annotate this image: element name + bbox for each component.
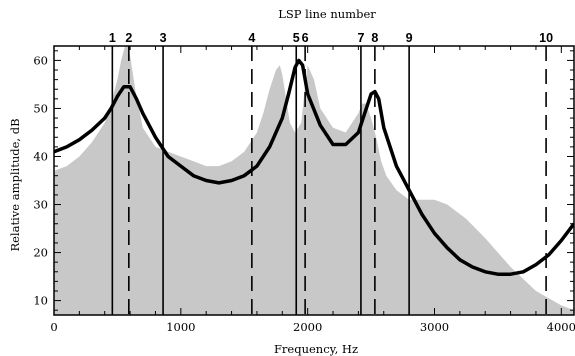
spectrum-area (54, 46, 574, 315)
lsp-number-7: 7 (357, 31, 364, 45)
lsp-number-9: 9 (406, 31, 413, 45)
x-tick-label: 4000 (547, 320, 575, 334)
x-tick-label: 3000 (420, 320, 449, 334)
x-tick-label: 2000 (293, 320, 322, 334)
chart-title: LSP line number (278, 7, 376, 21)
x-tick-label: 0 (50, 320, 57, 334)
lsp-number-2: 2 (125, 31, 132, 45)
y-tick-label: 40 (33, 149, 48, 163)
envelope-curve (54, 58, 574, 276)
y-tick-label: 30 (33, 198, 48, 212)
lsp-number-5: 5 (293, 31, 300, 45)
plot-frame (53, 45, 575, 316)
lsp-number-3: 3 (160, 31, 167, 45)
lsp-number-10: 10 (539, 31, 553, 45)
y-tick-label: 50 (33, 101, 48, 115)
y-tick-label: 60 (33, 53, 48, 67)
lsp-number-6: 6 (302, 31, 309, 45)
y-tick-label: 10 (33, 294, 48, 308)
y-tick-label: 20 (33, 246, 48, 260)
y-axis-label: Relative amplitude, dB (8, 118, 22, 251)
lsp-number-1: 1 (109, 31, 116, 45)
x-tick-label: 1000 (166, 320, 195, 334)
lsp-number-4: 4 (248, 31, 255, 45)
lsp-number-8: 8 (371, 31, 378, 45)
x-axis-label: Frequency, Hz (274, 342, 358, 356)
